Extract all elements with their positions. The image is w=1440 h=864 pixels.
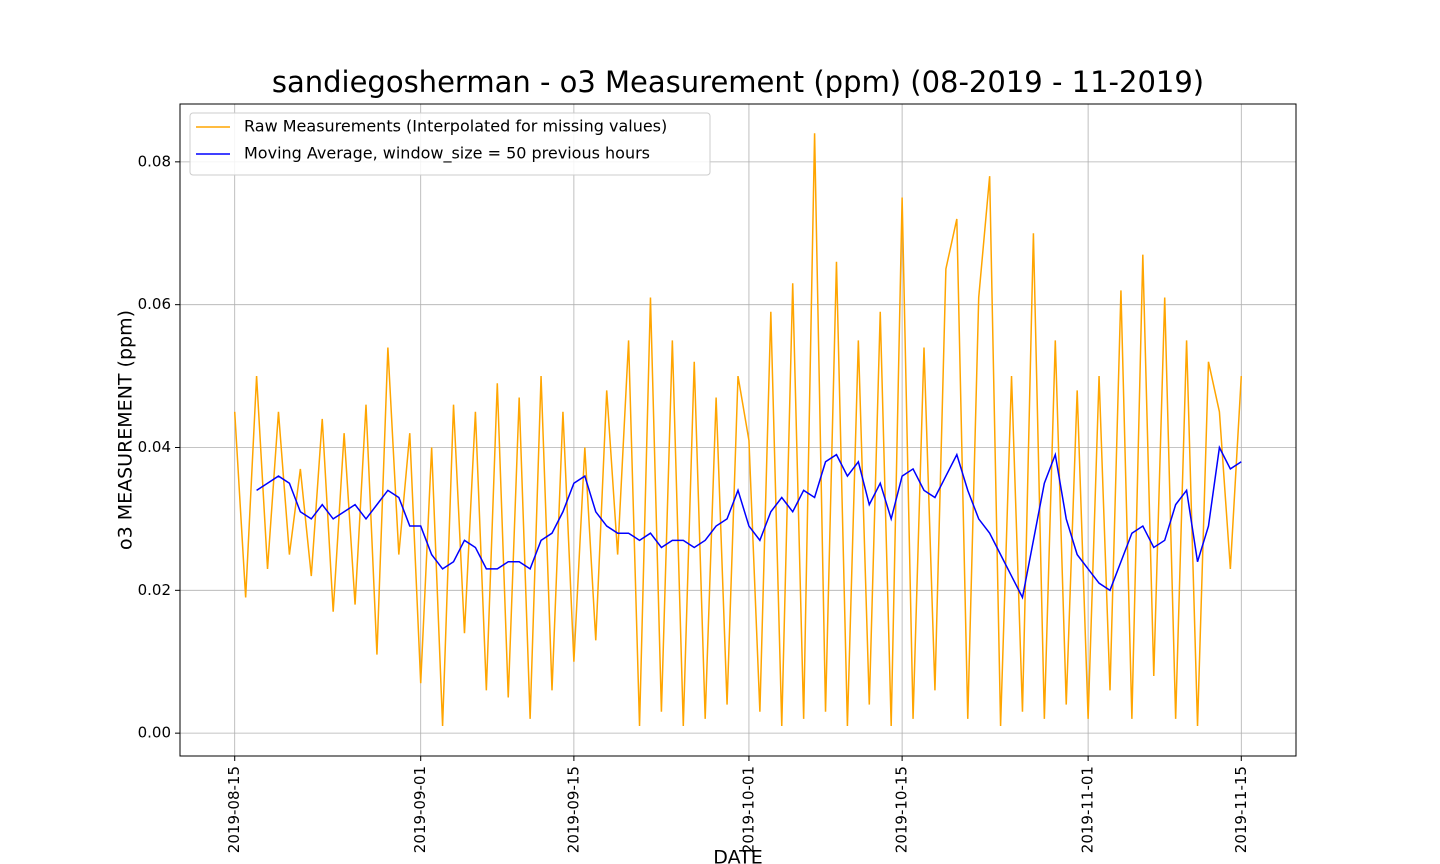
- y-tick-label: 0.02: [138, 581, 171, 599]
- y-axis-label: o3 MEASUREMENT (ppm): [115, 310, 137, 550]
- x-tick-label: 2019-11-01: [1079, 766, 1097, 853]
- x-tick-label: 2019-10-01: [739, 766, 757, 853]
- y-tick-label: 0.04: [138, 438, 171, 456]
- y-tick-label: 0.08: [138, 152, 171, 170]
- legend: Raw Measurements (Interpolated for missi…: [189, 112, 711, 176]
- series-line: [256, 445, 1242, 600]
- legend-box: [189, 112, 711, 176]
- x-tick-label: 2019-09-15: [564, 766, 582, 853]
- plot-frame: [179, 103, 1297, 757]
- y-tick-label: 0.00: [138, 724, 171, 742]
- x-tick-label: 2019-11-15: [1232, 766, 1250, 853]
- x-tick-label: 2019-10-15: [893, 766, 911, 853]
- chart-title: sandiegosherman - o3 Measurement (ppm) (…: [272, 65, 1204, 99]
- x-axis-label: DATE: [713, 847, 762, 864]
- y-tick-label: 0.06: [138, 295, 171, 313]
- series-line: [233, 133, 1243, 727]
- legend-label: Raw Measurements (Interpolated for missi…: [244, 117, 667, 136]
- legend-label: Moving Average, window_size = 50 previou…: [244, 144, 650, 164]
- x-tick-label: 2019-08-15: [225, 766, 243, 853]
- x-tick-label: 2019-09-01: [411, 766, 429, 853]
